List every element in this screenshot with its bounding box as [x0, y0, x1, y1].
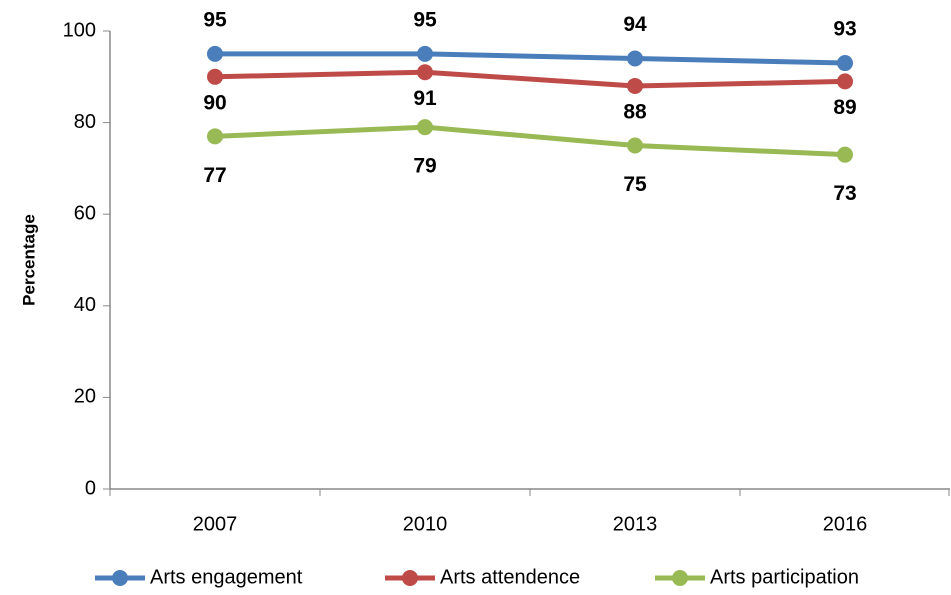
- point: [837, 55, 853, 72]
- point: [627, 137, 643, 154]
- point: [417, 64, 433, 81]
- legend-marker: [112, 570, 128, 586]
- value-label: 88: [623, 101, 647, 124]
- x-tick-label: 2016: [823, 513, 868, 535]
- value-label: 94: [623, 13, 647, 36]
- point: [627, 77, 643, 94]
- legend-label: Arts participation: [710, 566, 859, 588]
- legend-marker: [672, 570, 688, 586]
- value-label: 90: [203, 91, 226, 114]
- point: [627, 50, 643, 67]
- y-tick-label: 0: [85, 477, 96, 499]
- value-label: 73: [833, 182, 856, 205]
- value-label: 79: [413, 155, 436, 178]
- value-label: 93: [833, 18, 856, 41]
- series-line: [215, 51, 846, 66]
- x-tick-label: 2013: [613, 513, 658, 535]
- point: [837, 146, 853, 163]
- value-label: 75: [623, 173, 647, 196]
- y-tick-label: 20: [74, 386, 96, 408]
- point: [417, 45, 433, 62]
- value-label: 95: [203, 8, 227, 31]
- point: [207, 68, 223, 85]
- value-label: 77: [203, 164, 226, 187]
- x-tick-label: 2007: [193, 513, 238, 535]
- series-line: [214, 69, 846, 89]
- legend-marker: [402, 570, 418, 586]
- value-label: 91: [413, 87, 437, 110]
- point: [207, 45, 223, 62]
- point: [837, 73, 853, 90]
- y-tick-label: 40: [74, 294, 96, 316]
- point: [417, 119, 433, 136]
- legend-label: Arts attendence: [440, 566, 580, 588]
- value-label: 89: [833, 96, 856, 119]
- point: [207, 128, 223, 145]
- y-axis-title: Percentage: [19, 214, 38, 306]
- x-tick-label: 2010: [403, 513, 448, 535]
- y-tick-label: 60: [74, 202, 96, 224]
- series-line: [214, 124, 846, 158]
- y-tick-label: 100: [63, 19, 96, 41]
- value-label: 95: [413, 8, 437, 31]
- y-tick-label: 80: [74, 111, 96, 133]
- legend-label: Arts engagement: [150, 566, 303, 588]
